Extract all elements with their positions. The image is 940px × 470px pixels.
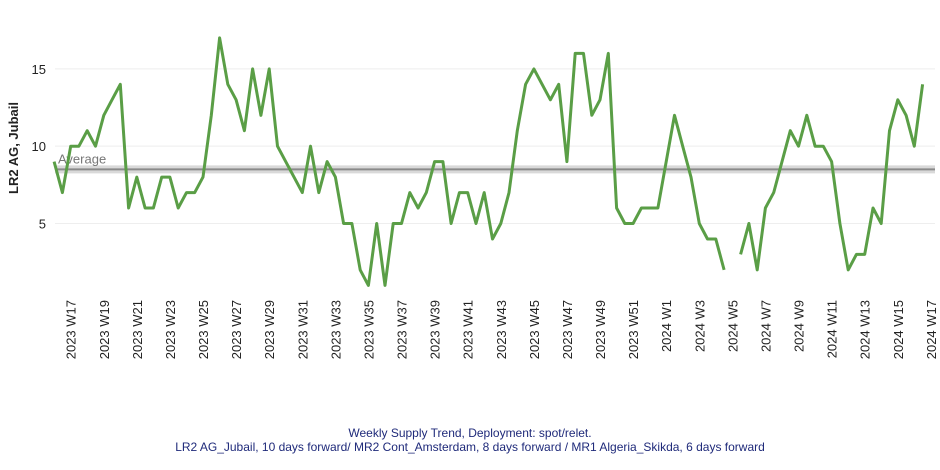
x-tick-label: 2023 W39 xyxy=(428,300,443,359)
x-tick-label: 2023 W19 xyxy=(97,300,112,359)
x-tick-label: 2023 W21 xyxy=(130,300,145,359)
x-tick-label: 2023 W29 xyxy=(262,300,277,359)
x-tick-label: 2024 W7 xyxy=(758,300,773,352)
x-tick-label: 2023 W17 xyxy=(64,300,79,359)
x-tick-label: 2023 W25 xyxy=(196,300,211,359)
x-tick-label: 2024 W3 xyxy=(692,300,707,352)
caption: LR2 AG_Jubail, 10 days forward/ MR2 Cont… xyxy=(175,440,765,454)
x-tick-label: 2023 W27 xyxy=(229,300,244,359)
x-tick-label: 2024 W15 xyxy=(891,300,906,359)
y-tick-label: 10 xyxy=(32,139,46,154)
x-tick-label: 2023 W31 xyxy=(295,300,310,359)
x-tick-label: 2023 W41 xyxy=(461,300,476,359)
x-tick-label: 2024 W13 xyxy=(858,300,873,359)
y-axis-title: LR2 AG, Jubail xyxy=(6,102,21,194)
x-tick-label: 2023 W51 xyxy=(626,300,641,359)
x-tick-label: 2024 W9 xyxy=(792,300,807,352)
x-tick-label: 2024 W11 xyxy=(825,300,840,358)
y-tick-label: 5 xyxy=(39,217,46,232)
x-tick-label: 2023 W35 xyxy=(361,300,376,359)
average-label: Average xyxy=(58,151,106,166)
x-tick-label: 2024 W5 xyxy=(725,300,740,352)
y-tick-label: 15 xyxy=(32,62,46,77)
line-series xyxy=(52,36,925,287)
x-tick-label: 2023 W43 xyxy=(494,300,509,359)
x-tick-label: 2023 W23 xyxy=(163,300,178,359)
x-tick-label: 2023 W33 xyxy=(328,300,343,359)
x-tick-label: 2023 W37 xyxy=(395,300,410,359)
x-tick-label: 2023 W49 xyxy=(593,300,608,359)
x-tick-label: 2024 W17 xyxy=(924,300,939,359)
caption: Weekly Supply Trend, Deployment: spot/re… xyxy=(348,426,591,440)
x-tick-label: 2023 W47 xyxy=(560,300,575,359)
x-tick-label: 2023 W45 xyxy=(527,300,542,359)
x-tick-label: 2024 W1 xyxy=(659,300,674,352)
